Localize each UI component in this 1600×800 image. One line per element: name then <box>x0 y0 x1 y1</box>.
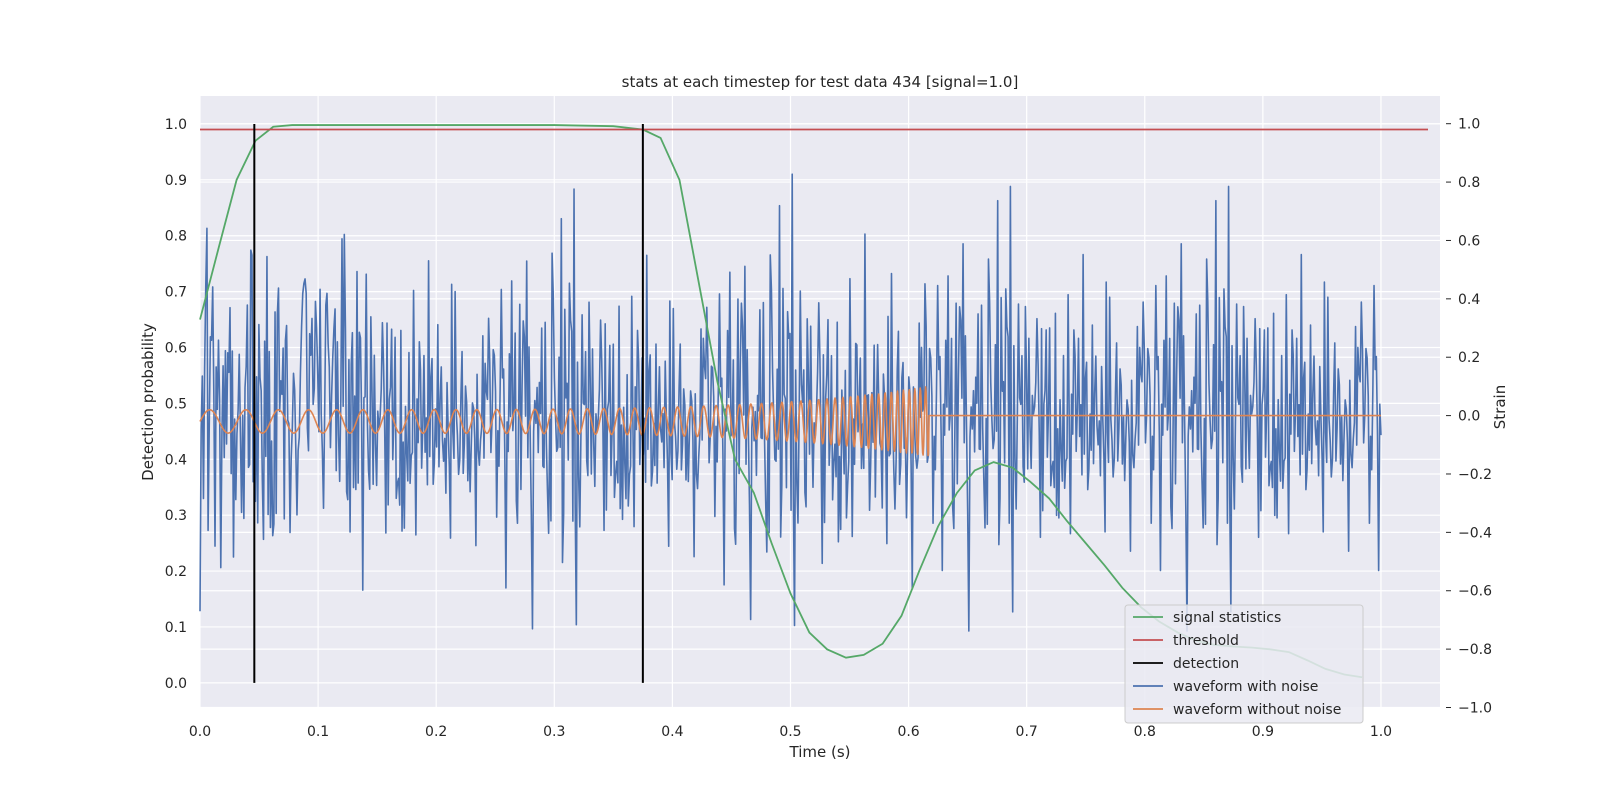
legend: signal statistics threshold detection wavef… <box>1124 604 1364 724</box>
y-left-tick-label: 0.5 <box>165 396 187 412</box>
y-right-tick-label: 0.2 <box>1458 350 1480 366</box>
y-right-tick-label: 0.8 <box>1458 175 1480 191</box>
y-axis-left-label: Detection probability <box>139 323 157 481</box>
x-tick-label: 0.3 <box>543 724 565 740</box>
legend-label: signal statistics <box>1173 610 1281 626</box>
y-right-tick-label: 0.4 <box>1458 292 1480 308</box>
y-left-tick-label: 1.0 <box>165 117 187 133</box>
x-tick-label: 0.6 <box>897 724 919 740</box>
x-tick-label: 0.4 <box>661 724 683 740</box>
legend-box <box>1124 604 1364 724</box>
y-left-tick-label: 0.4 <box>165 452 187 468</box>
x-tick-label: 0.1 <box>307 724 329 740</box>
y-right-tick-label: −1.0 <box>1458 701 1492 717</box>
legend-label: waveform with noise <box>1173 679 1318 695</box>
y-left-tick-label: 0.0 <box>165 676 187 692</box>
y-left-tick-label: 0.7 <box>165 285 187 301</box>
y-right-tick-label: −0.2 <box>1458 467 1492 483</box>
y-left-tick-label: 0.1 <box>165 620 187 636</box>
x-tick-label: 1.0 <box>1370 724 1392 740</box>
x-tick-label: 0.2 <box>425 724 447 740</box>
x-tick-label: 0.0 <box>189 724 211 740</box>
y-left-tick-label: 0.2 <box>165 564 187 580</box>
ticks: 0.0 0.1 0.2 0.3 0.4 0.5 0.6 0.7 0.8 0.9 1.0 0.0 0.1 0… <box>165 117 1492 740</box>
y-right-tick-label: −0.6 <box>1458 584 1492 600</box>
y-right-tick-label: −0.4 <box>1458 525 1492 541</box>
chart-title: stats at each timestep for test data 434… <box>622 73 1019 91</box>
y-left-tick-label: 0.3 <box>165 508 187 524</box>
waveform-with-noise-line <box>199 173 1382 632</box>
y-axis-right-label: Strain <box>1491 385 1509 429</box>
x-tick-label: 0.5 <box>779 724 801 740</box>
legend-label: detection <box>1173 656 1239 672</box>
legend-label: threshold <box>1173 633 1239 649</box>
x-axis-label: Time (s) <box>789 743 851 761</box>
y-left-tick-label: 0.9 <box>165 173 187 189</box>
x-tick-label: 0.8 <box>1134 724 1156 740</box>
y-right-tick-label: −0.8 <box>1458 642 1492 658</box>
legend-label: waveform without noise <box>1173 702 1341 718</box>
y-right-tick-label: 1.0 <box>1458 117 1480 133</box>
x-tick-label: 0.9 <box>1252 724 1274 740</box>
waveform-without-noise-line <box>199 386 1382 457</box>
x-tick-label: 0.7 <box>1016 724 1038 740</box>
y-left-tick-label: 0.6 <box>165 341 187 357</box>
y-right-tick-label: 0.0 <box>1458 409 1480 425</box>
y-right-tick-label: 0.6 <box>1458 233 1480 249</box>
y-left-tick-label: 0.8 <box>165 229 187 245</box>
